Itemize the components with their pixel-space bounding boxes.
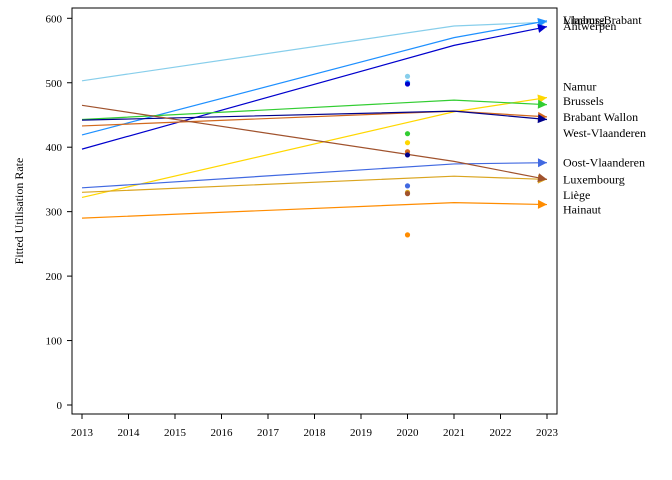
series-label: Antwerpen	[563, 19, 616, 33]
y-axis-label: Fitted Utilisation Rate	[12, 158, 26, 265]
series-line	[81, 26, 548, 150]
observed-point	[404, 232, 411, 238]
series-label: Brussels	[563, 94, 604, 108]
series-label: Luxembourg	[563, 172, 625, 186]
x-tick-label: 2016	[211, 427, 234, 439]
x-tick-label: 2023	[536, 427, 559, 439]
series-label: Brabant Wallon	[563, 110, 638, 124]
y-tick-label: 500	[46, 78, 63, 90]
y-axis: 0 100 200 300 400 500 600	[46, 13, 72, 412]
series-line	[81, 21, 548, 82]
x-tick-label: 2017	[257, 427, 280, 439]
series-line	[81, 110, 548, 121]
series-label: Limburg	[563, 13, 605, 27]
series-arrowhead	[537, 114, 547, 124]
series-line	[81, 162, 548, 189]
x-axis: 2013 2014 2015 2016 2017 2018 2019 2020 2021 2022…	[71, 414, 559, 439]
series-line	[81, 175, 548, 193]
series-label: West-Vlaanderen	[563, 126, 646, 140]
series-line	[81, 202, 548, 219]
observed-point	[404, 191, 411, 197]
x-tick-label: 2013	[71, 427, 94, 439]
series-line	[81, 96, 548, 199]
series-line	[81, 104, 548, 181]
x-tick-label: 2018	[304, 427, 327, 439]
series-label: Hainaut	[563, 203, 602, 217]
observed-points	[404, 73, 411, 238]
series-label: Vlaams-Brabant	[563, 13, 642, 27]
series-lines	[81, 18, 548, 219]
observed-point	[404, 131, 411, 137]
series-arrowhead	[537, 99, 547, 109]
observed-point	[404, 73, 411, 79]
y-tick-label: 0	[57, 400, 63, 412]
series-arrowhead	[537, 158, 547, 168]
series-label: Liège	[563, 188, 590, 202]
x-tick-label: 2014	[118, 427, 141, 439]
series-arrowhead	[537, 173, 547, 183]
series-line	[81, 20, 548, 136]
x-tick-label: 2015	[164, 427, 187, 439]
series-label: Oost-Vlaanderen	[563, 156, 645, 170]
series-arrowhead	[537, 199, 547, 209]
x-tick-label: 2020	[397, 427, 420, 439]
observed-point	[404, 81, 411, 87]
observed-point	[404, 140, 411, 146]
plot-frame	[71, 7, 558, 415]
series-arrowhead	[537, 24, 547, 33]
x-tick-label: 2022	[490, 427, 512, 439]
y-tick-label: 300	[46, 207, 63, 219]
y-tick-label: 200	[46, 271, 63, 283]
series-label: Namur	[563, 80, 596, 94]
series-arrowhead	[537, 18, 547, 27]
x-tick-label: 2019	[350, 427, 373, 439]
x-tick-label: 2021	[443, 427, 465, 439]
series-line	[81, 99, 548, 121]
y-tick-label: 600	[46, 13, 63, 25]
observed-point	[404, 152, 411, 158]
y-tick-label: 100	[46, 336, 63, 348]
observed-point	[404, 183, 411, 189]
y-tick-label: 400	[46, 142, 63, 154]
